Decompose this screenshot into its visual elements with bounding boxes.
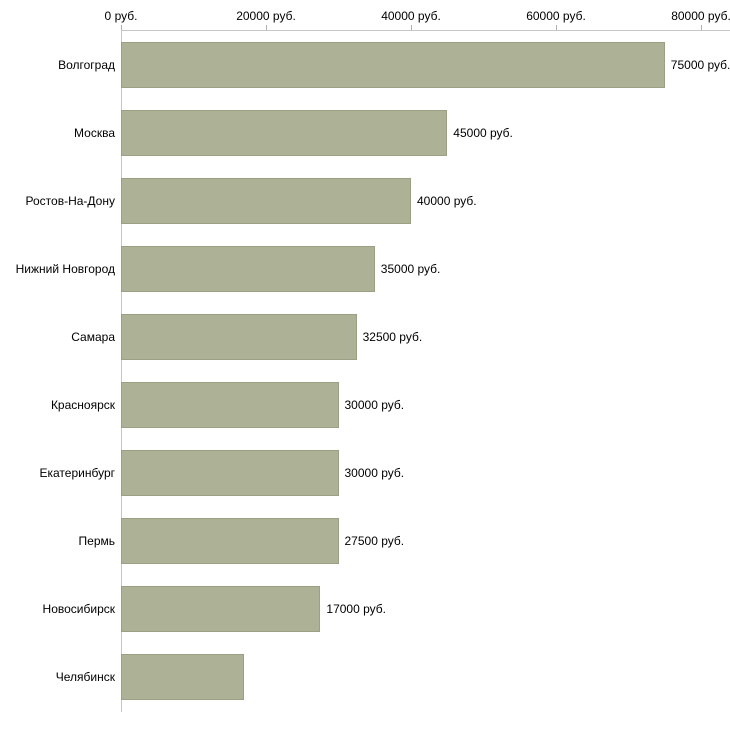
value-label: 30000 руб. xyxy=(344,466,405,480)
bar xyxy=(121,110,448,156)
bar-track: 35000 руб. xyxy=(121,235,730,303)
category-label: Красноярск xyxy=(50,398,115,412)
bar-track: 45000 руб. xyxy=(121,99,730,167)
bar xyxy=(121,314,357,360)
category-label: Екатеринбург xyxy=(39,466,116,480)
bar-row: Нижний Новгород 35000 руб. xyxy=(0,235,730,303)
bar-track: 30000 руб. xyxy=(121,439,730,507)
bar xyxy=(121,586,321,632)
bar xyxy=(121,178,411,224)
bar-row: Пермь 27500 руб. xyxy=(0,507,730,575)
bar-track: 30000 руб. xyxy=(121,371,730,439)
value-label: 27500 руб. xyxy=(344,534,405,548)
x-tick-mark xyxy=(266,25,267,30)
bar xyxy=(121,450,339,496)
category-label: Ростов-На-Дону xyxy=(25,194,115,208)
bar-row: Самара 32500 руб. xyxy=(0,303,730,371)
bar-track xyxy=(121,643,730,711)
x-tick-mark xyxy=(121,25,122,30)
category-label: Пермь xyxy=(78,534,115,548)
value-label: 40000 руб. xyxy=(417,194,477,208)
bar-row: Новосибирск 17000 руб. xyxy=(0,575,730,643)
x-tick-label: 40000 руб. xyxy=(381,9,441,23)
bar xyxy=(121,654,245,700)
bar-row: Ростов-На-Дону 40000 руб. xyxy=(0,167,730,235)
bar-row: Красноярск 30000 руб. xyxy=(0,371,730,439)
value-label: 75000 руб. xyxy=(670,58,730,72)
value-label: 30000 руб. xyxy=(344,398,405,412)
x-tick-label: 60000 руб. xyxy=(526,9,586,23)
plot-area: Волгоград 75000 руб. Москва 45000 руб. Росто… xyxy=(0,31,730,711)
bar xyxy=(121,518,339,564)
category-label: Челябинск xyxy=(55,670,115,684)
category-label: Самара xyxy=(71,330,115,344)
bar-track: 17000 руб. xyxy=(121,575,730,643)
x-axis-line xyxy=(121,30,730,31)
x-tick-label: 0 руб. xyxy=(104,9,138,23)
value-label: 32500 руб. xyxy=(362,330,423,344)
category-label: Новосибирск xyxy=(42,602,115,616)
category-label: Нижний Новгород xyxy=(15,262,115,276)
bar-row: Москва 45000 руб. xyxy=(0,99,730,167)
category-label: Волгоград xyxy=(58,58,115,72)
value-label: 35000 руб. xyxy=(380,262,441,276)
x-tick-label: 80000 руб. xyxy=(671,9,730,23)
x-tick-mark xyxy=(701,25,702,30)
bar-track: 40000 руб. xyxy=(121,167,730,235)
x-tick-mark xyxy=(556,25,557,30)
bar-track: 75000 руб. xyxy=(121,31,730,99)
category-label: Москва xyxy=(74,126,115,140)
bar-track: 27500 руб. xyxy=(121,507,730,575)
bar xyxy=(121,382,339,428)
y-axis-line xyxy=(121,30,122,712)
x-tick-label: 20000 руб. xyxy=(236,9,296,23)
bar xyxy=(121,42,665,88)
bar-track: 32500 руб. xyxy=(121,303,730,371)
bar-row: Волгоград 75000 руб. xyxy=(0,31,730,99)
value-label: 45000 руб. xyxy=(453,126,513,140)
bar-row: Челябинск xyxy=(0,643,730,711)
x-tick-mark xyxy=(411,25,412,30)
bar-row: Екатеринбург 30000 руб. xyxy=(0,439,730,507)
bar xyxy=(121,246,375,292)
value-label: 17000 руб. xyxy=(326,602,386,616)
